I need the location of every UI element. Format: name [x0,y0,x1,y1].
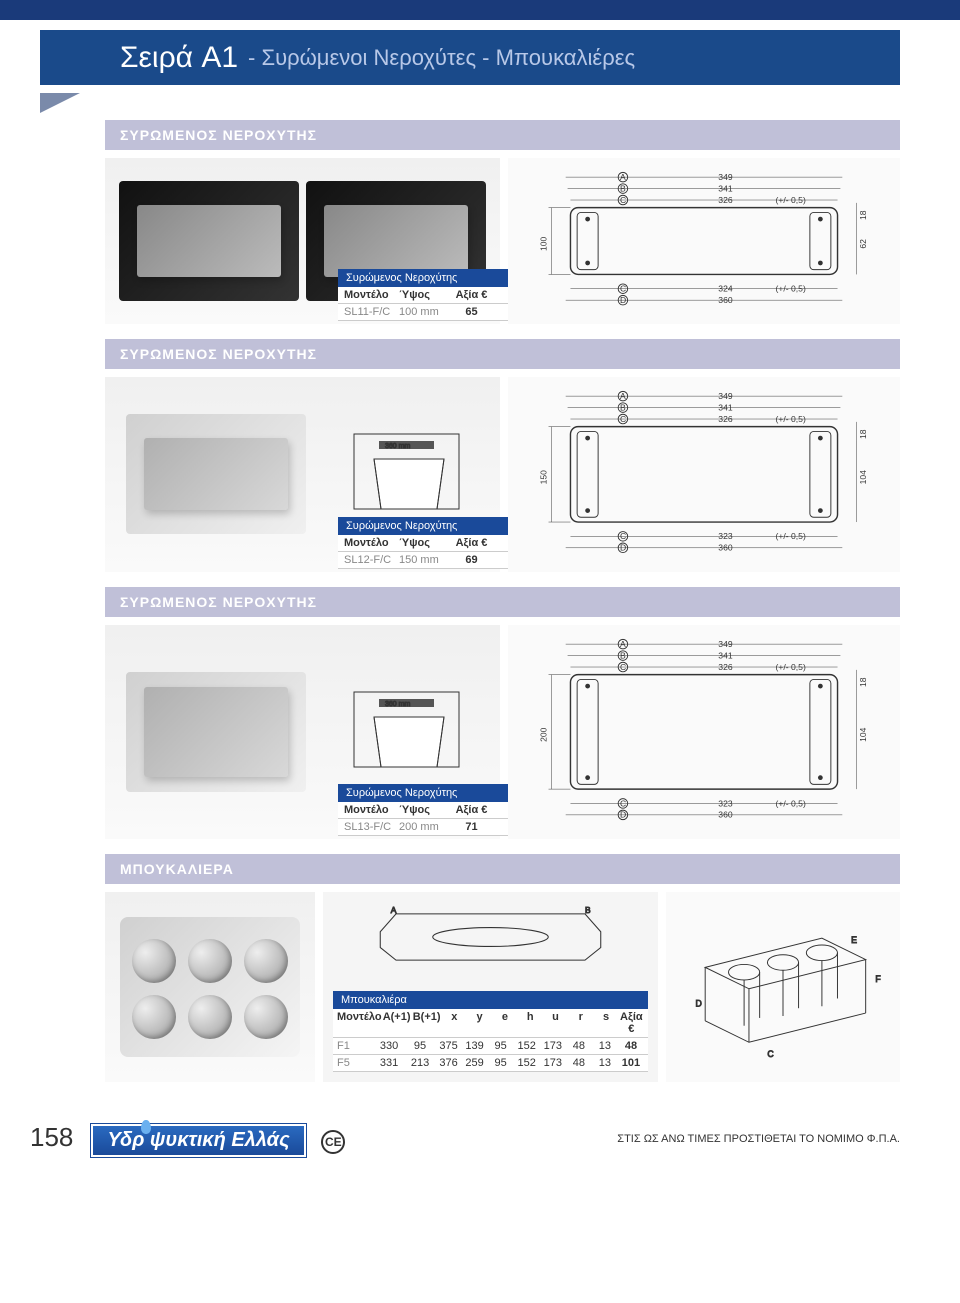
bottle-spec-title: Μπουκαλιέρα [333,991,648,1009]
product-spec-table: Συρώμενος Νεροχύτης ΜοντέλοΎψοςΑξία € SL… [338,784,508,836]
technical-drawing: A349 B341 C326 (+/- 0,5) [518,387,890,562]
svg-text:18: 18 [858,429,868,439]
svg-text:360 mm: 360 mm [385,701,410,708]
spec-row: SL12-F/C150 mm69 [338,552,508,569]
footer-note: ΣΤΙΣ ΩΣ ΑΝΩ ΤΙΜΕΣ ΠΡΟΣΤΙΘΕΤΑΙ ΤΟ ΝΟΜΙΜΟ … [617,1133,900,1145]
product-drawing-pane: A349 B341 C326 (+/- 0,5) [508,625,900,839]
title-sub: - Συρώμενοι Νεροχύτες - Μπουκαλιέρες [248,45,635,71]
svg-text:104: 104 [858,727,868,742]
svg-text:323: 323 [718,531,733,541]
footer: 158 Υδρ ψυκτική Ελλάς CE ΣΤΙΣ ΩΣ ΑΝΩ ΤΙΜ… [0,1097,960,1177]
svg-text:150: 150 [539,470,549,485]
svg-text:62: 62 [858,239,868,249]
bottle-row: A B Μπουκαλιέρα ΜοντέλοA(+1)B(+1)xyehurs… [105,892,900,1082]
svg-text:323: 323 [718,798,733,808]
bottle-spec-head: ΜοντέλοA(+1)B(+1)xyehursΑξία € [333,1009,648,1038]
svg-text:(+/- 0,5): (+/- 0,5) [776,531,806,541]
spec-title: Συρώμενος Νεροχύτης [338,269,508,287]
top-stripe [0,0,960,20]
product-drawing-pane: A349 B341 C326 (+/- 0,5) [508,377,900,572]
section-heading-bottle: ΜΠΟΥΚΑΛΙΕΡΑ [105,854,900,884]
svg-text:D: D [620,543,626,553]
svg-text:C: C [620,284,626,294]
page-content: ΣΥΡΩΜΕΝΟΣ ΝΕΡΟΧΥΤΗΣ A349 B341 C326 (+/- … [0,85,960,1082]
svg-text:D: D [620,295,626,305]
svg-text:18: 18 [858,677,868,687]
svg-text:E: E [851,935,857,945]
title-banner: Σειρά A1 - Συρώμενοι Νεροχύτες - Μπουκαλ… [40,30,900,85]
section-heading: ΣΥΡΩΜΕΝΟΣ ΝΕΡΟΧΥΤΗΣ [105,587,900,617]
spec-title: Συρώμενος Νεροχύτης [338,517,508,535]
bottle-spec-row: F5331213376259951521734813101 [333,1055,648,1072]
svg-text:(+/- 0,5): (+/- 0,5) [776,284,806,294]
product-row: 360 mm A349 B341 C326 (+/- 0,5) [105,625,900,839]
svg-text:A: A [391,904,397,914]
svg-text:F: F [875,974,880,984]
page-number: 158 [30,1122,73,1152]
section-heading: ΣΥΡΩΜΕΝΟΣ ΝΕΡΟΧΥΤΗΣ [105,120,900,150]
spec-head: ΜοντέλοΎψοςΑξία € [338,535,508,552]
svg-text:360: 360 [718,295,733,305]
product-drawing-pane: A349 B341 C326 (+/- 0,5) [508,158,900,324]
technical-drawing: A349 B341 C326 (+/- 0,5) [518,168,890,314]
bottle-3d-drawing: C D E F [676,909,890,1065]
svg-text:324: 324 [718,284,733,294]
ce-mark-icon: CE [321,1130,345,1154]
spec-head: ΜοντέλοΎψοςΑξία € [338,802,508,819]
svg-text:100: 100 [539,237,549,252]
svg-text:(+/- 0,5): (+/- 0,5) [776,798,806,808]
product-spec-table: Συρώμενος Νεροχύτης ΜοντέλοΎψοςΑξία € SL… [338,269,508,321]
product-photo [119,181,299,301]
bottle-mid-pane: A B Μπουκαλιέρα ΜοντέλοA(+1)B(+1)xyehurs… [323,892,658,1082]
title-main: Σειρά A1 [120,41,238,75]
bottle-top-lineart: A B [333,902,648,972]
product-photo [126,414,306,534]
section-heading: ΣΥΡΩΜΕΝΟΣ ΝΕΡΟΧΥΤΗΣ [105,339,900,369]
bottle-drawing-pane: C D E F [666,892,900,1082]
bottle-photo [120,917,300,1057]
spec-row: SL13-F/C200 mm71 [338,819,508,836]
svg-text:200: 200 [539,727,549,742]
svg-text:C: C [620,531,626,541]
svg-text:D: D [620,809,626,819]
spec-row: SL11-F/C100 mm65 [338,304,508,321]
svg-text:18: 18 [858,210,868,220]
product-row: A349 B341 C326 (+/- 0,5) [105,158,900,324]
brand-logo: Υδρ ψυκτική Ελλάς [91,1124,305,1157]
footer-left: 158 Υδρ ψυκτική Ελλάς CE [30,1122,345,1157]
bottle-spec-row: F13309537513995152173481348 [333,1038,648,1055]
spec-title: Συρώμενος Νεροχύτης [338,784,508,802]
bottle-photo-pane [105,892,315,1082]
svg-text:360 mm: 360 mm [385,443,410,450]
svg-text:B: B [585,904,591,914]
product-lineart: 360 mm [329,672,479,792]
svg-text:104: 104 [858,470,868,485]
svg-text:360: 360 [718,543,733,553]
technical-drawing: A349 B341 C326 (+/- 0,5) [518,635,890,829]
product-spec-table: Συρώμενος Νεροχύτης ΜοντέλοΎψοςΑξία € SL… [338,517,508,569]
svg-text:D: D [695,998,701,1008]
svg-text:360: 360 [718,809,733,819]
spec-head: ΜοντέλοΎψοςΑξία € [338,287,508,304]
product-photo [126,672,306,792]
bottle-spec-table: Μπουκαλιέρα ΜοντέλοA(+1)B(+1)xyehursΑξία… [333,991,648,1072]
svg-text:C: C [767,1049,773,1059]
svg-text:C: C [620,798,626,808]
product-row: 360 mm A349 B341 C326 (+/- 0,5) [105,377,900,572]
